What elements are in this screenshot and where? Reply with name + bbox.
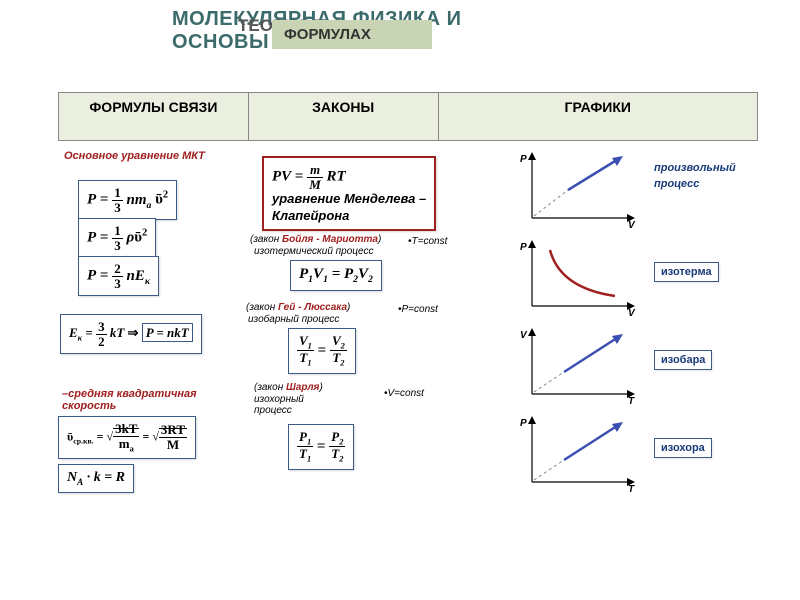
formula-ek: Eκ = 32 kT ⇒ P = nkT [60, 314, 202, 354]
graph-arbitrary-lbl1: произвольный [654, 162, 736, 174]
axis-y: P [520, 154, 527, 165]
svg-text:P: P [520, 242, 527, 253]
svg-text:T: T [628, 396, 635, 404]
graph-isobar: V T [520, 326, 640, 404]
mendeleev-l2: уравнение Менделева – [272, 191, 426, 207]
formula-mkt1: P = 13 nma ῡ2 [78, 180, 177, 220]
svg-text:P: P [520, 418, 527, 429]
formula-nak: NA · k = R [58, 464, 134, 493]
formula-boyle: P1V1 = P2V2 [290, 260, 382, 291]
mkt-label: Основное уравнение МКТ [64, 150, 214, 162]
const-t: •T=const [408, 236, 447, 247]
svg-text:V: V [628, 308, 636, 316]
svg-text:T: T [628, 484, 635, 492]
rms-label: –средняя квадратичная скорость [62, 388, 202, 412]
header-col-1: ФОРМУЛЫ СВЯЗИ [59, 93, 249, 141]
graph-arbitrary-lbl2: процесс [654, 178, 699, 190]
law-boyle: ((закон Бойля - Мариотта)закон Бойля - М… [250, 234, 381, 245]
const-v: •V=const [384, 388, 424, 399]
axis-x: V [628, 220, 636, 228]
formula-charles: P1T1 = P2T2 [288, 424, 354, 470]
mendeleev-l3: Клапейрона [272, 208, 426, 224]
law-charles: (закон Шарля) [254, 382, 323, 393]
formula-mkt2: P = 13 ρῡ2 [78, 218, 156, 258]
svg-text:V: V [520, 330, 528, 341]
header-col-3: ГРАФИКИ [438, 93, 758, 141]
formula-mkt3: P = 23 nEκ [78, 256, 159, 296]
graph-isotherm-lbl: изотерма [654, 262, 719, 282]
graph-isochore: P T [520, 414, 640, 492]
formula-rms: ῡср.кв. = √3kTma = √3RTM [58, 416, 196, 459]
graph-isobar-lbl: изобара [654, 350, 712, 370]
header-table: ФОРМУЛЫ СВЯЗИ ЗАКОНЫ ГРАФИКИ [58, 92, 758, 141]
header-col-2: ЗАКОНЫ [248, 93, 438, 141]
law-gl: (закон Гей - Люссака) [246, 302, 350, 313]
overlay-title-box: ФОРМУЛАХ [272, 20, 432, 49]
graph-isotherm: P V [520, 238, 640, 316]
graph-isochore-lbl: изохора [654, 438, 712, 458]
const-p: •P=const [398, 304, 438, 315]
formula-mendeleev: PV = mM RT уравнение Менделева – Клапейр… [262, 156, 436, 231]
law-gl2: изобарный процесс [248, 314, 339, 325]
law-boyle2: изотермический процесс [254, 246, 373, 257]
overlay-title-2: ФОРМУЛАХ [284, 26, 371, 43]
law-charles2: изохорный процесс [254, 394, 324, 416]
graph-arbitrary: P V [520, 150, 640, 228]
formula-gaylussac: V1T1 = V2T2 [288, 328, 356, 374]
